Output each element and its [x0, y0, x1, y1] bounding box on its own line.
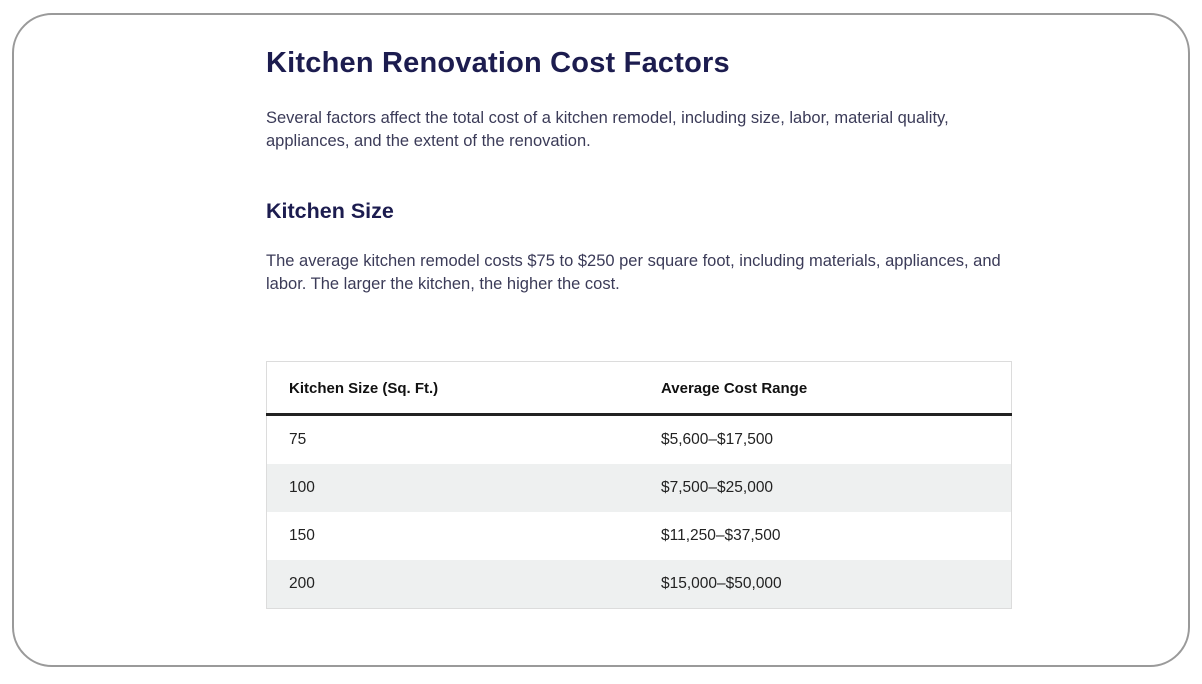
cell-cost: $5,600–$17,500	[661, 430, 774, 448]
cost-table-body: 75 $5,600–$17,500 100 $7,500–$25,000 150…	[266, 414, 1012, 609]
table-row: 200 $15,000–$50,000	[266, 559, 1012, 609]
section-heading-kitchen-size: Kitchen Size	[266, 198, 394, 223]
header-row: Kitchen Size (Sq. Ft.) Average Cost Rang…	[266, 361, 1012, 416]
table-row: 150 $11,250–$37,500	[267, 512, 1012, 560]
cost-table-header: Kitchen Size (Sq. Ft.) Average Cost Rang…	[266, 361, 1012, 416]
column-header-average-cost: Average Cost Range	[639, 361, 1012, 416]
intro-paragraph: Several factors affect the total cost of…	[266, 108, 949, 150]
cell-cost: $15,000–$50,000	[661, 574, 782, 592]
section-paragraph: The average kitchen remodel costs $75 to…	[266, 251, 1001, 293]
cell-cost: $7,500–$25,000	[661, 478, 774, 496]
table-row: 75 $5,600–$17,500	[267, 414, 1012, 464]
cell-size: 150	[289, 526, 315, 544]
article-content: Kitchen Renovation Cost Factors Several …	[266, 0, 1012, 609]
table-row: 100 $7,500–$25,000	[266, 463, 1012, 512]
cell-size: 200	[289, 574, 315, 592]
cost-table: Kitchen Size (Sq. Ft.) Average Cost Rang…	[266, 360, 1012, 609]
page-title: Kitchen Renovation Cost Factors	[266, 47, 730, 79]
cell-cost: $11,250–$37,500	[661, 526, 781, 544]
cell-size: 100	[289, 478, 315, 496]
column-header-kitchen-size: Kitchen Size (Sq. Ft.)	[266, 361, 639, 416]
cell-size: 75	[289, 430, 307, 448]
